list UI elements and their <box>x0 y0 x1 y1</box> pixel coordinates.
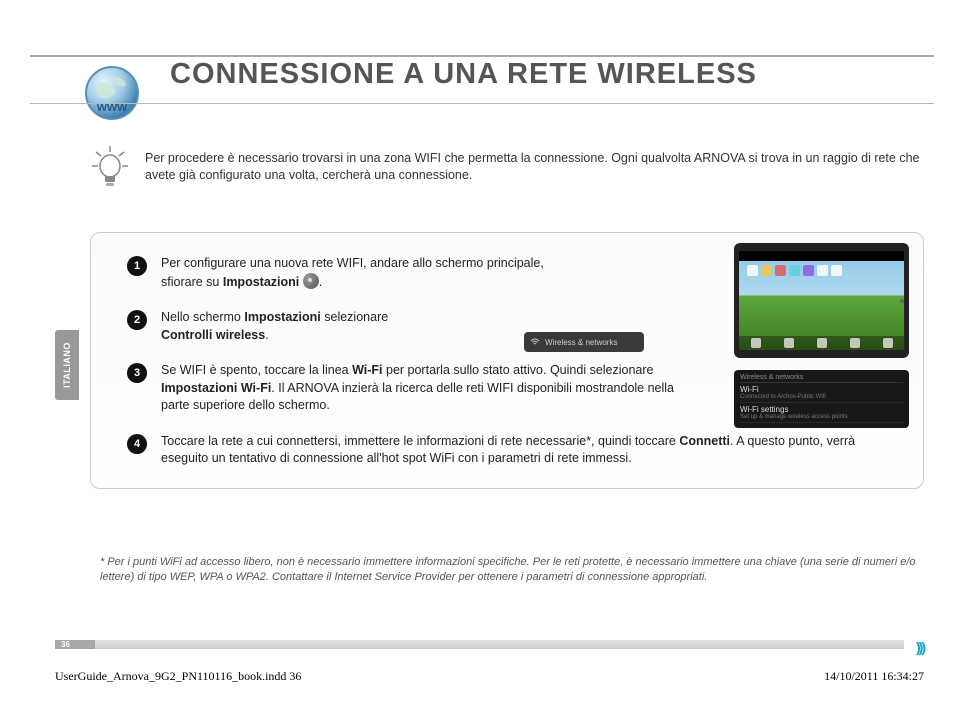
page-bar: 36 ))) <box>55 640 924 649</box>
top-rule <box>30 55 934 57</box>
page-title: CONNESSIONE A UNA RETE WIRELESS <box>170 58 757 91</box>
title-area: www CONNESSIONE A UNA RETE WIRELESS <box>85 58 934 91</box>
step-num-1: 1 <box>127 256 147 276</box>
settings-inline-icon <box>303 273 319 289</box>
footer-right: 14/10/2011 16:34:27 <box>824 669 924 684</box>
print-footer: UserGuide_Arnova_9G2_PN110116_book.indd … <box>55 669 924 684</box>
page-bar-end-icon: ))) <box>904 639 924 651</box>
globe-label: www <box>96 99 128 114</box>
footer-left: UserGuide_Arnova_9G2_PN110116_book.indd … <box>55 669 301 684</box>
tip-text: Per procedere è necessario trovarsi in u… <box>145 150 924 184</box>
screenshot-wifi-settings: Wireless & networks Wi-FiConnected to Ar… <box>734 370 909 428</box>
page-number: 36 <box>55 640 95 649</box>
title-underline <box>30 103 934 104</box>
lightbulb-icon <box>90 144 130 190</box>
screenshot-homescreen <box>734 243 909 358</box>
step-num-4: 4 <box>127 434 147 454</box>
screenshot-settings-row: Wireless & networks <box>524 332 644 352</box>
tip-block: Per procedere è necessario trovarsi in u… <box>95 150 924 184</box>
step-4: 4 Toccare la rete a cui connettersi, imm… <box>127 433 903 468</box>
footnote-text: * Per i punti WiFi ad accesso libero, no… <box>100 555 924 585</box>
step-4-text: Toccare la rete a cui connettersi, immet… <box>161 433 903 468</box>
wifi-icon <box>530 337 540 347</box>
step-num-3: 3 <box>127 363 147 383</box>
language-tab: ITALIANO <box>55 330 79 400</box>
step-2-text: Nello schermo Impostazioni selezionare C… <box>161 309 441 344</box>
step-num-2: 2 <box>127 310 147 330</box>
step-1-text: Per configurare una nuova rete WIFI, and… <box>161 255 581 291</box>
step-3-text: Se WIFI è spento, toccare la linea Wi-Fi… <box>161 362 691 415</box>
globe-icon: www <box>80 63 144 127</box>
